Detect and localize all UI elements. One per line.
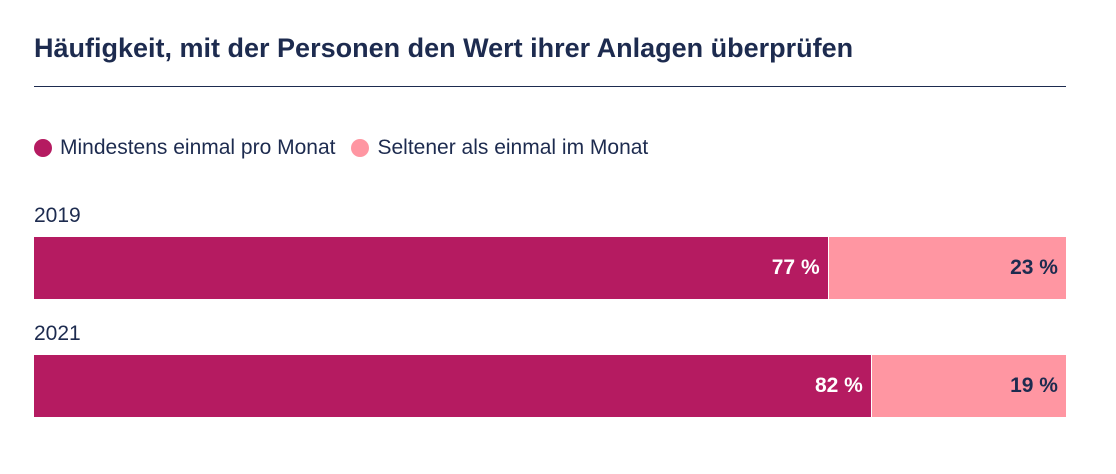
bar-segment-2019-monthly: 77 % <box>34 237 829 299</box>
chart-title: Häufigkeit, mit der Personen den Wert ih… <box>34 33 854 63</box>
legend-label-monthly: Mindestens einmal pro Monat <box>60 136 336 159</box>
bar-row-2021: 82 % 19 % <box>34 355 1066 417</box>
data-label-2019-monthly: 77 % <box>771 256 820 279</box>
data-label-2021-monthly: 82 % <box>814 374 863 397</box>
legend-swatch-less-often <box>351 139 370 157</box>
bar-row-2019: 77 % 23 % <box>34 237 1066 299</box>
data-label-2019-less-often: 23 % <box>1010 256 1058 279</box>
legend-label-less-often: Seltener als einmal im Monat <box>377 136 649 159</box>
legend-item-monthly: Mindestens einmal pro Monat <box>34 136 335 160</box>
bar-segment-2021-less-often: 19 % <box>871 355 1066 417</box>
legend: Mindestens einmal pro Monat Seltener als… <box>34 134 664 162</box>
bar-segment-2019-less-often: 23 % <box>828 237 1066 299</box>
bar-segment-2021-monthly: 82 % <box>34 355 872 417</box>
year-label-2019: 2019 <box>34 204 81 227</box>
data-label-2021-less-often: 19 % <box>1010 374 1058 397</box>
legend-item-less-often: Seltener als einmal im Monat <box>351 136 648 160</box>
year-label-2021: 2021 <box>34 322 81 345</box>
legend-swatch-monthly <box>34 139 52 157</box>
title-divider <box>34 86 1066 87</box>
